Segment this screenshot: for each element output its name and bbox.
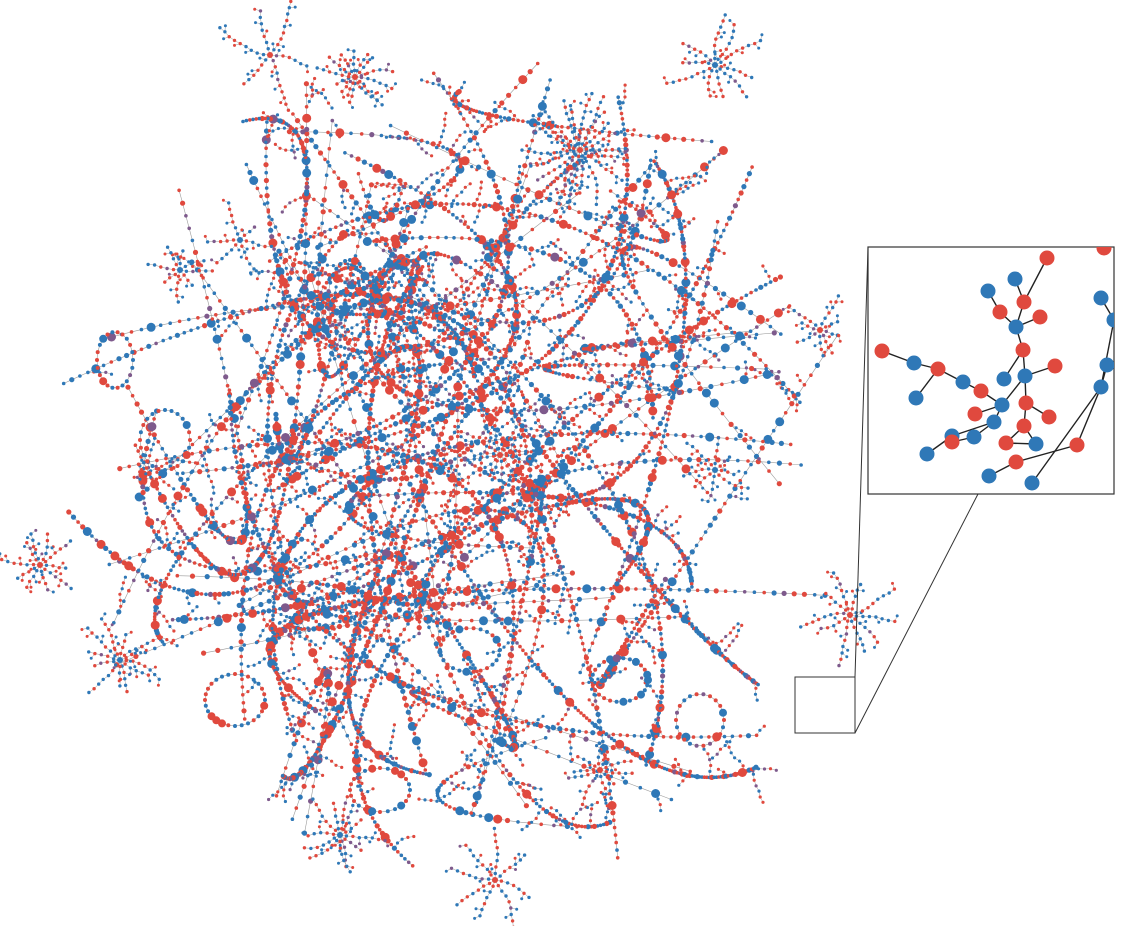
graph-edge: [541, 824, 554, 826]
graph-edge: [703, 334, 719, 337]
graph-edge: [533, 737, 546, 742]
graph-edge: [313, 772, 317, 787]
graph-edge: [756, 332, 775, 335]
graph-edge: [304, 816, 308, 834]
graph-edge: [307, 801, 311, 817]
graph-edge: [244, 642, 257, 646]
main-graph-edges: [0, 1, 898, 926]
graph-edge: [429, 547, 432, 563]
graph-edge: [830, 335, 838, 346]
graph-edge: [425, 520, 428, 534]
graph-edge: [635, 269, 649, 273]
